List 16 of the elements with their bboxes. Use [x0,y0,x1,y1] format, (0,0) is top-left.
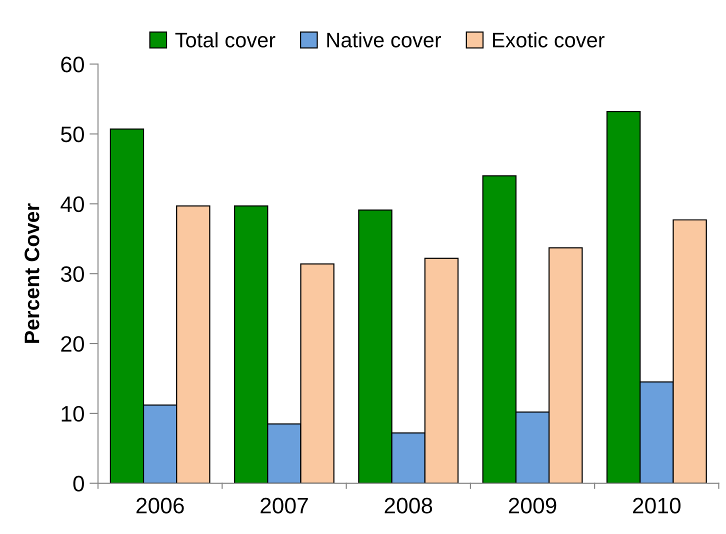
x-tick-label: 2007 [260,498,308,514]
x-tick-label: 2008 [384,498,432,514]
y-tick-label: 20 [61,336,84,352]
legend-label: Total cover [175,32,276,48]
legend-label: Exotic cover [493,32,604,48]
y-tick-label: 40 [60,196,84,212]
x-tick-label: 2010 [633,498,681,514]
legend-label: Native cover [327,32,442,48]
y-axis-title: Percent Cover [24,203,40,343]
y-tick-label: 50 [60,126,84,142]
y-tick-label: 30 [60,266,84,282]
x-tick-label: 2009 [508,498,556,514]
y-tick-label: 10 [62,406,84,422]
y-tick-label: 60 [61,56,84,72]
x-tick-label: 2006 [136,498,184,514]
y-tick-label: 0 [73,476,84,492]
